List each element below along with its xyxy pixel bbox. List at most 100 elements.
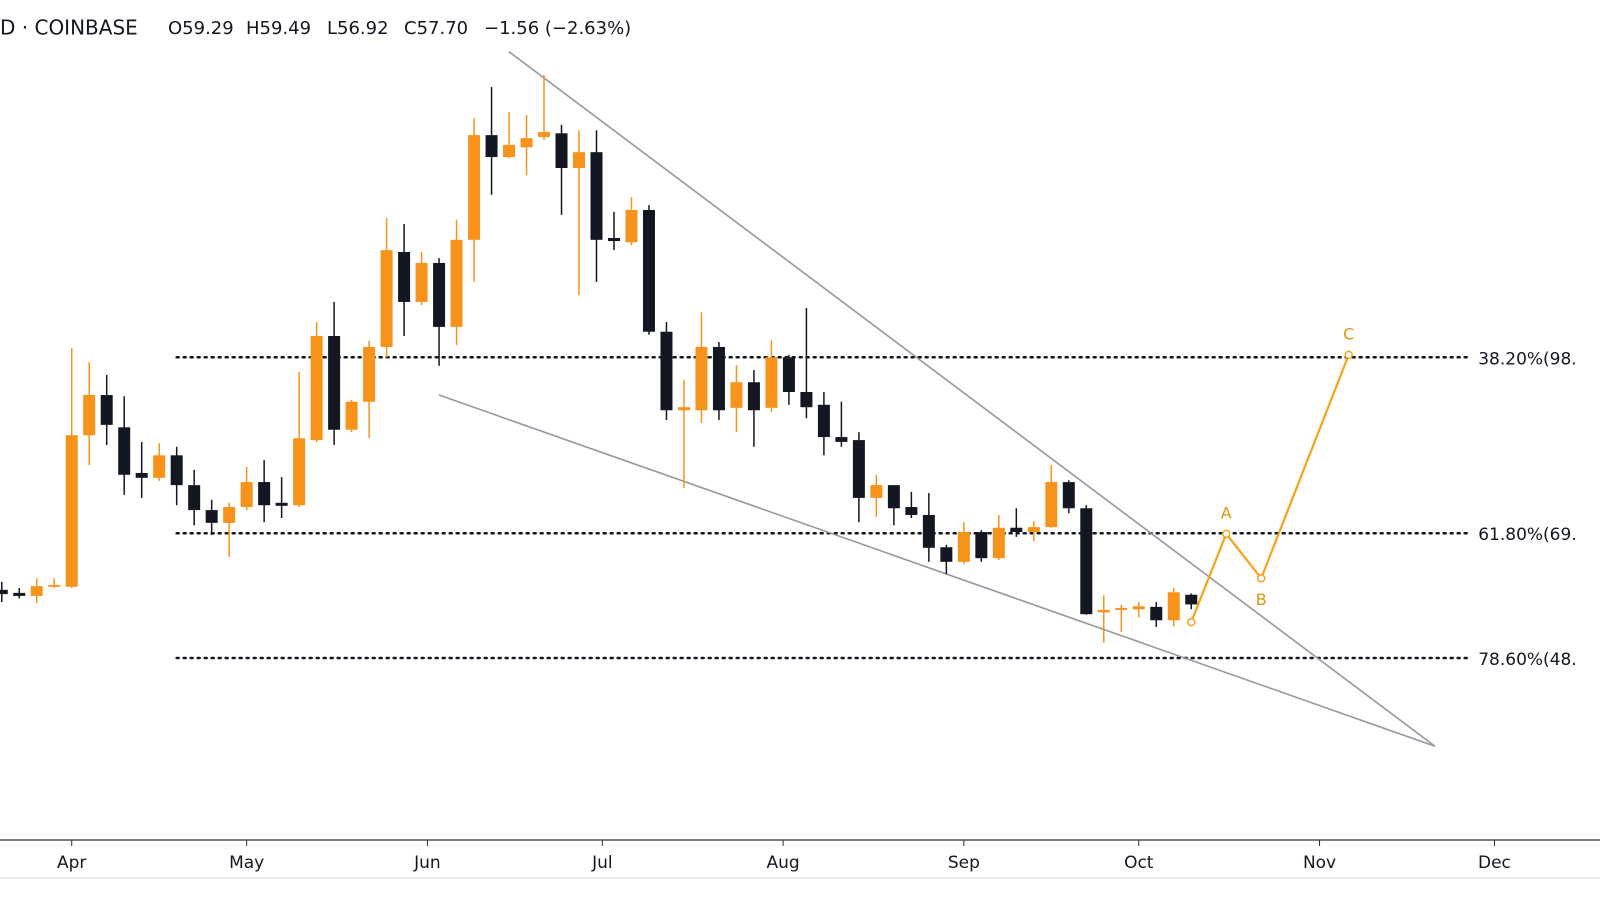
ohlc-value: 59.29 xyxy=(182,18,234,39)
ohlc-field: H59.49 xyxy=(246,18,311,39)
projection-label: B xyxy=(1256,590,1267,609)
candle-body xyxy=(782,357,795,392)
candle-body xyxy=(765,357,778,408)
candle-body xyxy=(747,382,760,411)
candle-body xyxy=(992,527,1005,559)
ohlc-field: O59.29 xyxy=(168,18,234,39)
candle-body xyxy=(1027,527,1040,532)
candle-body xyxy=(468,135,481,240)
candle-body xyxy=(13,592,26,596)
candle-body xyxy=(1062,482,1075,509)
fib-level-label: 38.20%(98. xyxy=(1478,349,1577,369)
candle-body xyxy=(590,152,603,240)
candle-body xyxy=(100,395,113,425)
candle-body xyxy=(0,589,8,595)
projection-point xyxy=(1256,574,1266,583)
candle-body xyxy=(573,152,586,168)
x-tick-label: Nov xyxy=(1303,853,1336,873)
projection-label: C xyxy=(1343,324,1354,343)
candle-body xyxy=(328,336,341,430)
header: D · COINBASE O59.29 H59.49 L56.92 C57.70 −1.… xyxy=(0,16,631,40)
candle-body xyxy=(1115,608,1128,610)
symbol: D · COINBASE xyxy=(0,16,138,40)
x-tick-label: Apr xyxy=(57,853,86,873)
projection-label: A xyxy=(1221,503,1232,522)
candles-layer xyxy=(0,74,1198,643)
candle-body xyxy=(135,472,148,478)
x-tick-label: Aug xyxy=(766,853,799,873)
trendline xyxy=(438,394,1436,748)
candle-body xyxy=(415,262,428,302)
candle-body xyxy=(887,485,900,509)
ohlc-field: L56.92 xyxy=(327,18,389,39)
candle-body xyxy=(642,210,655,332)
candle-body xyxy=(83,395,96,436)
ohlc-field: C57.70 xyxy=(404,18,468,39)
candle-body xyxy=(310,336,323,441)
candle-body xyxy=(817,404,830,438)
candle-body xyxy=(293,438,306,506)
candle-body xyxy=(188,485,201,511)
ohlc-value: 57.70 xyxy=(417,18,469,39)
annotation-layer: A B C xyxy=(1187,324,1354,627)
candle-body xyxy=(852,440,865,498)
candle-body xyxy=(870,485,883,498)
candle-body xyxy=(625,210,638,243)
x-tick-label: May xyxy=(229,853,264,873)
candle-body xyxy=(433,262,446,327)
ohlc-value: 59.49 xyxy=(260,18,312,39)
x-tick-label: Oct xyxy=(1124,853,1154,873)
projection-point xyxy=(1344,350,1353,360)
candle-body xyxy=(223,507,236,523)
candle-body xyxy=(153,455,166,478)
fib-level-label: 78.60%(48. xyxy=(1478,650,1577,670)
candle-body xyxy=(503,144,516,158)
trendline xyxy=(508,51,1436,747)
candle-body xyxy=(485,135,498,158)
candle-body xyxy=(258,482,271,506)
candle-body xyxy=(1010,527,1023,532)
x-tick-label: Jul xyxy=(591,853,613,873)
candle-body xyxy=(975,532,988,559)
candle-body xyxy=(538,132,551,137)
candle-body xyxy=(240,482,253,508)
candle-body xyxy=(957,532,970,562)
projection-line xyxy=(1190,354,1350,623)
x-tick-label: Dec xyxy=(1478,853,1511,873)
fib-level-label: 61.80%(69. xyxy=(1478,525,1577,545)
candle-body xyxy=(835,437,848,442)
ohlc-label: O xyxy=(168,18,182,39)
candle-body xyxy=(677,407,690,411)
candle-body xyxy=(345,401,358,430)
candle-body xyxy=(1045,482,1058,528)
candle-body xyxy=(922,514,935,548)
ohlc-label: H xyxy=(246,18,260,39)
candle-body xyxy=(905,507,918,515)
candle-body xyxy=(170,455,183,486)
candle-body xyxy=(398,252,411,302)
candle-body xyxy=(205,510,218,523)
candle-body xyxy=(607,238,620,242)
candle-body xyxy=(800,392,813,408)
candle-body xyxy=(1097,609,1110,613)
candle-body xyxy=(1080,508,1093,615)
candle-body xyxy=(363,346,376,402)
candle-body xyxy=(65,435,78,587)
candle-body xyxy=(1132,606,1145,610)
candle-body xyxy=(520,138,533,148)
ohlc-label: L xyxy=(327,18,337,39)
candle-body xyxy=(940,547,953,562)
candle-body xyxy=(118,427,131,475)
candle-body xyxy=(275,502,288,506)
candle-body xyxy=(1150,606,1163,621)
ohlc-value: 56.92 xyxy=(337,18,389,39)
ohlc-label: C xyxy=(404,18,417,39)
x-tick-label: Jun xyxy=(413,853,441,873)
candle-body xyxy=(1185,594,1198,605)
candle-body xyxy=(660,331,673,411)
candle-body xyxy=(695,346,708,411)
candle-body xyxy=(712,346,725,411)
